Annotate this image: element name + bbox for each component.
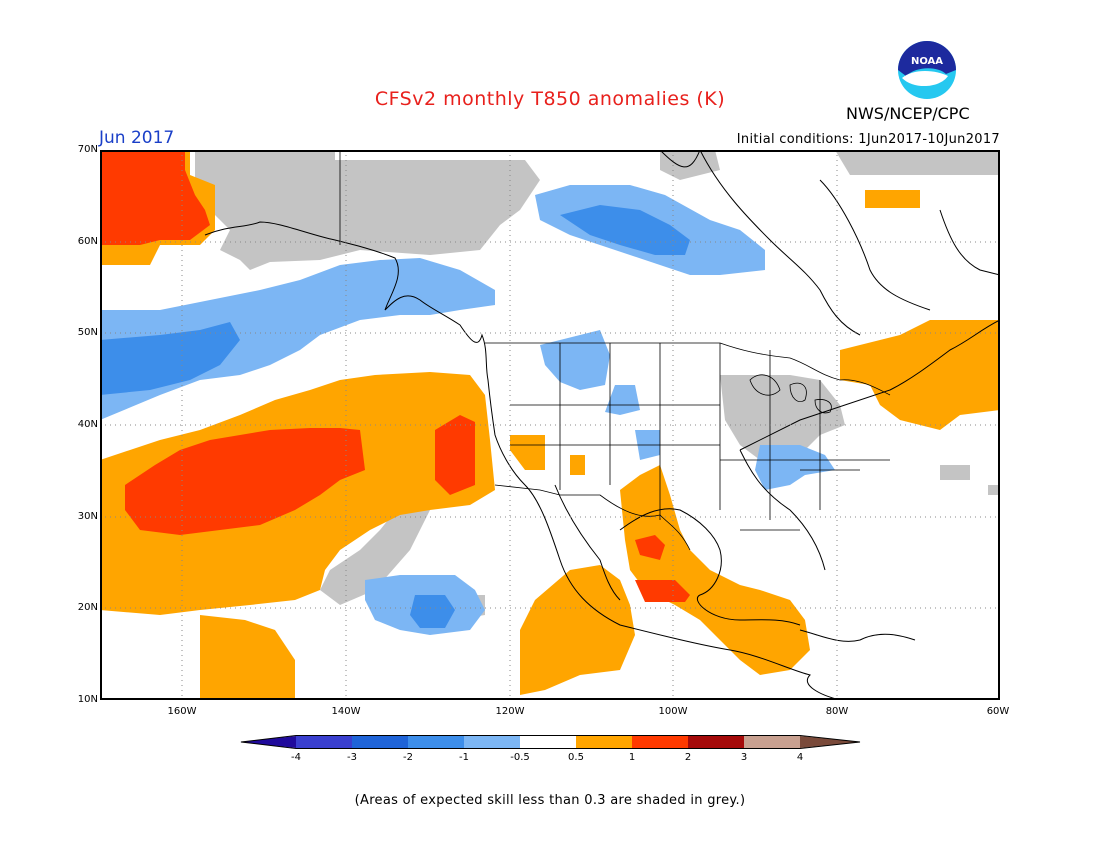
colorbar-bin: [296, 736, 352, 748]
colorbar-label: 1: [628, 752, 636, 763]
anomaly-field: [100, 150, 1000, 700]
anomaly-map: [100, 150, 1000, 700]
colorbar-bin: [688, 736, 744, 748]
noaa-logo-icon: NOAA: [898, 41, 956, 99]
graticule: [100, 150, 1000, 700]
colorbar-label: 4: [796, 752, 804, 763]
colorbar-bin: [520, 736, 576, 748]
skill-note: (Areas of expected skill less than 0.3 a…: [354, 793, 746, 808]
political-borders: [339, 150, 891, 551]
logo-text: NOAA: [911, 56, 943, 67]
agency-label: NWS/NCEP/CPC: [846, 104, 970, 123]
lat-label-10n: 10N: [77, 694, 98, 705]
lakes: [749, 374, 832, 414]
colorbar-label: -3: [347, 752, 357, 763]
colorbar-arrow-low: [240, 736, 296, 748]
forecast-period: Jun 2017: [99, 128, 175, 148]
colorbar-label: -0.5: [510, 752, 530, 763]
map-frame: [100, 150, 1000, 700]
colorbar-bin: [576, 736, 632, 748]
lat-label-20n: 20N: [77, 602, 98, 613]
initial-conditions: Initial conditions: 1Jun2017-10Jun2017: [736, 132, 1000, 147]
lat-label-50n: 50N: [77, 327, 98, 338]
lon-label-120w: 120W: [495, 706, 525, 717]
colorbar-label: 3: [740, 752, 748, 763]
colorbar: [240, 735, 861, 749]
colorbar-label: -2: [403, 752, 413, 763]
colorbar-bin: [352, 736, 408, 748]
lon-label-140w: 140W: [331, 706, 361, 717]
colorbar-bin: [408, 736, 464, 748]
lat-label-40n: 40N: [77, 419, 98, 430]
lon-label-80w: 80W: [825, 706, 849, 717]
lon-label-160w: 160W: [167, 706, 197, 717]
lat-label-70n: 70N: [77, 144, 98, 155]
colorbar-label: -4: [291, 752, 301, 763]
colorbar-bin: [464, 736, 520, 748]
lat-label-60n: 60N: [77, 236, 98, 247]
coastlines: [204, 150, 1000, 700]
lon-label-60w: 60W: [986, 706, 1010, 717]
colorbar-bin: [744, 736, 800, 748]
colorbar-bin: [632, 736, 688, 748]
lat-label-30n: 30N: [77, 511, 98, 522]
colorbar-label: 2: [684, 752, 692, 763]
colorbar-label: -1: [459, 752, 469, 763]
chart-title: CFSv2 monthly T850 anomalies (K): [374, 88, 726, 110]
colorbar-label: 0.5: [568, 752, 584, 763]
lon-label-100w: 100W: [658, 706, 688, 717]
colorbar-arrow-high: [800, 736, 860, 748]
